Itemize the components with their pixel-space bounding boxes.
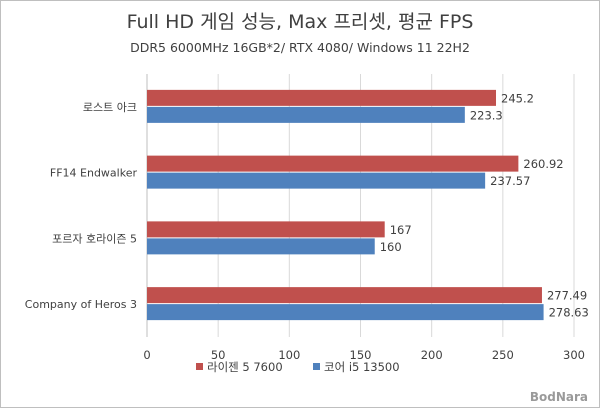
legend-swatch	[196, 363, 203, 370]
data-label: 260.92	[523, 157, 563, 171]
category-label: 로스트 아크	[83, 101, 137, 114]
data-label: 237.57	[490, 174, 530, 188]
x-tick-label: 200	[421, 348, 443, 362]
category-label: Company of Heros 3	[25, 298, 137, 311]
chart-subtitle: DDR5 6000MHz 16GB*2/ RTX 4080/ Windows 1…	[130, 40, 470, 55]
data-label: 160	[380, 240, 402, 254]
bar	[147, 106, 465, 123]
x-tick-label: 0	[143, 348, 150, 362]
bar	[147, 89, 497, 106]
x-tick-label: 150	[350, 348, 372, 362]
watermark-logo: BodNara	[530, 390, 588, 404]
bar	[147, 221, 385, 238]
data-label: 223.3	[470, 108, 503, 122]
bar	[147, 304, 544, 321]
data-label: 167	[390, 223, 412, 237]
data-label: 277.49	[547, 289, 587, 303]
data-label: 278.63	[549, 306, 589, 320]
bar	[147, 172, 486, 189]
x-tick-label: 100	[278, 348, 300, 362]
category-label: 포르자 호라이즌 5	[52, 232, 137, 245]
bar	[147, 238, 375, 255]
x-tick-label: 300	[563, 348, 585, 362]
legend-label: 코어 i5 13500	[324, 360, 400, 374]
data-label: 245.2	[501, 91, 534, 105]
chart-title: Full HD 게임 성능, Max 프리셋, 평균 FPS	[127, 11, 474, 33]
bar	[147, 155, 519, 172]
x-tick-label: 50	[211, 348, 226, 362]
bar	[147, 287, 542, 304]
category-label: FF14 Endwalker	[50, 167, 138, 180]
legend-label: 라이젠 5 7600	[207, 360, 283, 374]
x-tick-label: 250	[492, 348, 514, 362]
legend-swatch	[313, 363, 320, 370]
legend: 라이젠 5 7600 코어 i5 13500	[196, 360, 400, 374]
bars	[147, 89, 544, 321]
labels: 0 50 100 150 200 250 300 로스트 아크 245.2 223.3 FF14 E…	[25, 91, 589, 362]
